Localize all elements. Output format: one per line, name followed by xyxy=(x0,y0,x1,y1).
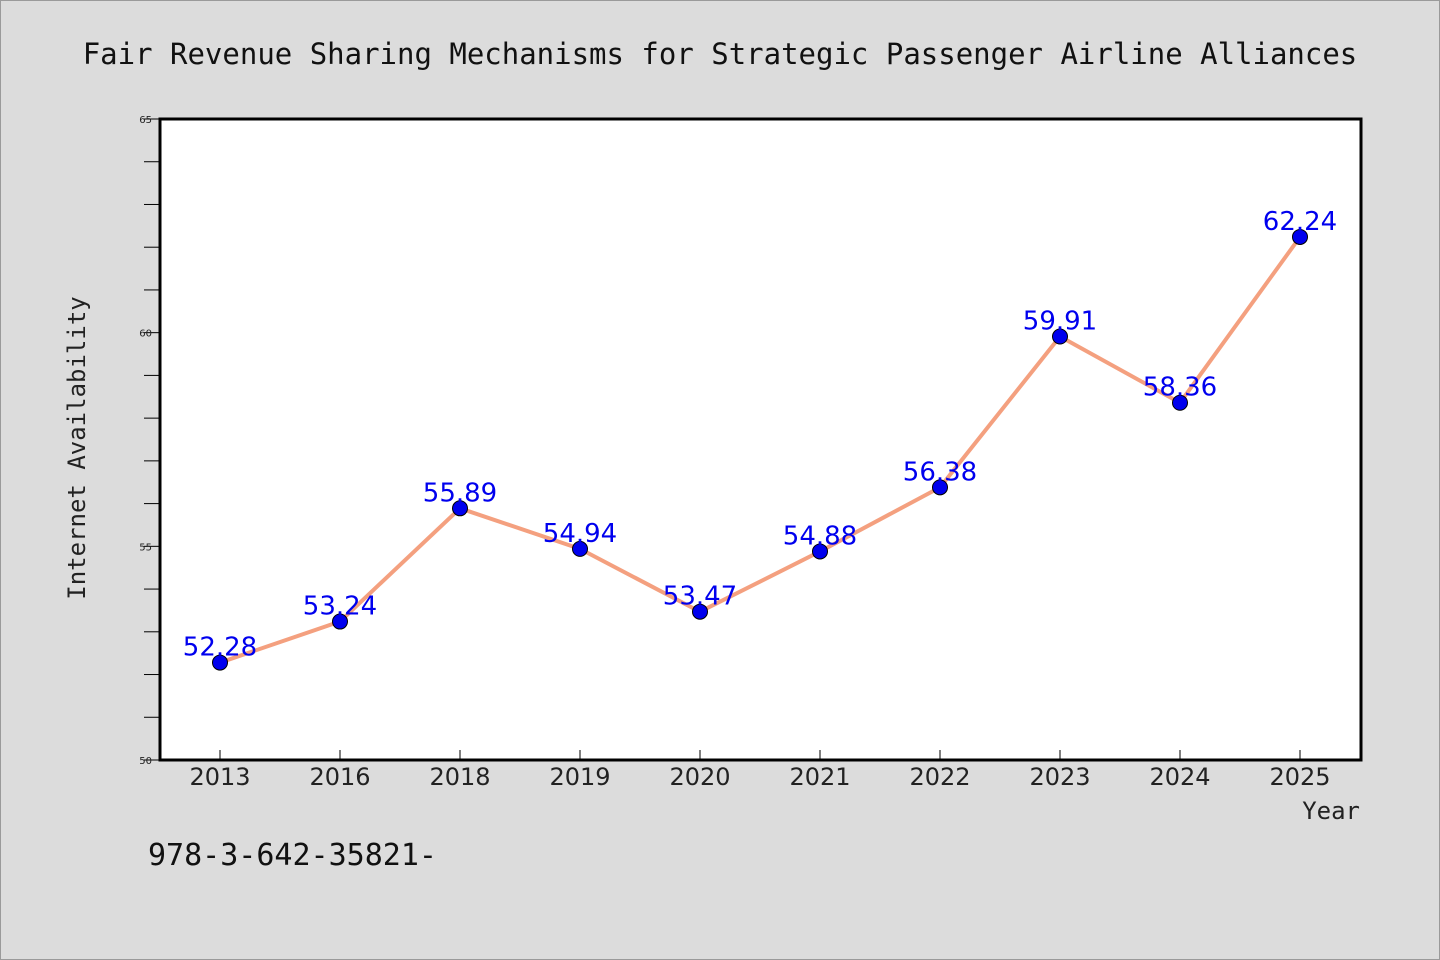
x-tick-label: 2022 xyxy=(909,763,970,791)
y-axis: 50 55 60 65 xyxy=(139,115,160,767)
series-layer: 52.28 53.24 55.89 54.94 53.47 54.88 56.38 59.91… xyxy=(183,207,1337,671)
data-point xyxy=(572,540,588,557)
data-label: 59.91 xyxy=(1023,307,1097,337)
data-point xyxy=(1292,228,1308,245)
y-tick-label: 65 xyxy=(139,115,152,126)
chart-title: Fair Revenue Sharing Mechanisms for Stra… xyxy=(83,37,1358,71)
data-label: 58.36 xyxy=(1143,373,1217,403)
y-tick-label: 50 xyxy=(139,756,152,767)
x-tick-label: 2021 xyxy=(789,763,850,791)
data-label: 53.47 xyxy=(663,582,737,612)
data-point xyxy=(452,500,468,517)
series-line xyxy=(218,234,1302,665)
y-tick-label: 55 xyxy=(139,542,152,553)
x-tick-label: 2016 xyxy=(309,763,370,791)
x-tick-label: 2019 xyxy=(549,763,610,791)
data-label: 52.28 xyxy=(183,633,257,663)
x-tick-label: 2023 xyxy=(1029,763,1090,791)
data-point xyxy=(692,603,708,620)
x-tick-label: 2025 xyxy=(1269,763,1330,791)
data-label: 56.38 xyxy=(903,457,977,487)
x-tick-label: 2013 xyxy=(189,763,250,791)
data-label: 54.88 xyxy=(783,521,857,551)
x-tick-label: 2024 xyxy=(1149,763,1210,791)
data-point xyxy=(332,613,348,630)
y-axis-label: Internet Availability xyxy=(63,296,91,599)
x-tick-label: 2020 xyxy=(669,763,730,791)
plot-area xyxy=(158,117,1363,762)
y-tick-label: 60 xyxy=(139,329,152,340)
data-point xyxy=(932,479,948,496)
x-axis: 2013 2016 2018 2019 2020 2021 2022 2023 2024 2025 xyxy=(189,750,1331,791)
data-label: 54.94 xyxy=(543,519,617,549)
x-tick-label: 2018 xyxy=(429,763,490,791)
data-label: 55.89 xyxy=(423,478,497,508)
x-axis-label: Year xyxy=(1302,797,1360,825)
footnote-text: 978-3-642-35821- xyxy=(148,838,437,873)
data-point xyxy=(812,543,828,560)
data-point xyxy=(1052,328,1068,345)
data-point xyxy=(212,654,228,671)
data-label: 62.24 xyxy=(1263,207,1337,237)
data-point xyxy=(1172,394,1188,411)
data-label: 53.24 xyxy=(303,592,377,622)
